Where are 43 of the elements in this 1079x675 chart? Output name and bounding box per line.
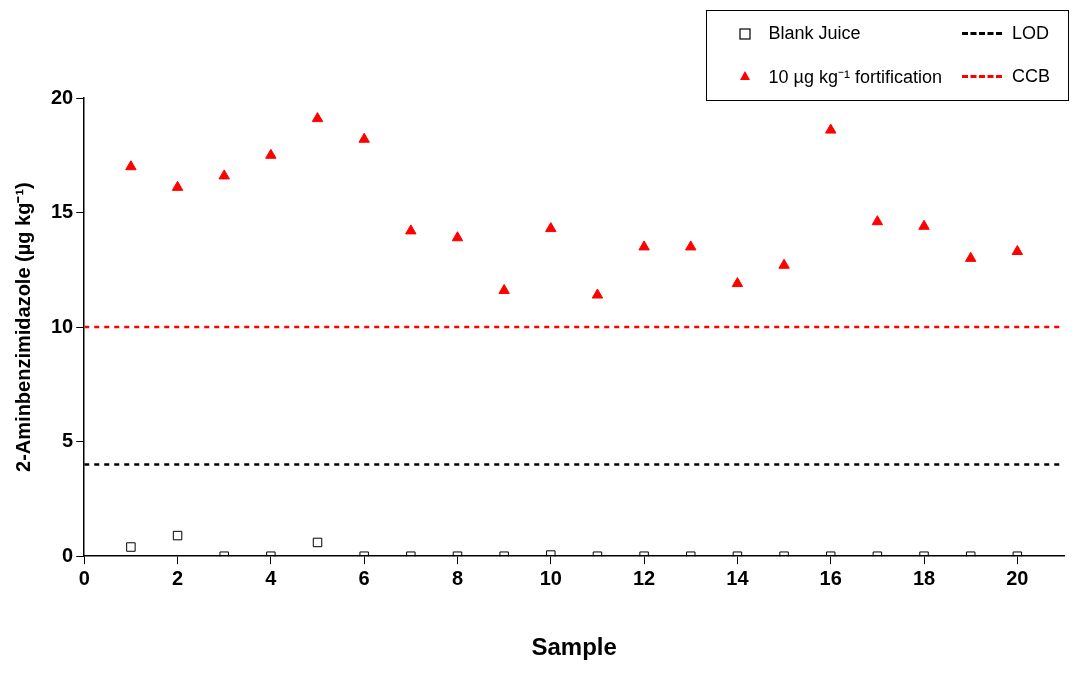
x-tick-label: 8 [451, 566, 464, 589]
point [546, 550, 556, 557]
point [451, 231, 464, 242]
point [498, 283, 510, 294]
point [545, 222, 557, 233]
point [871, 215, 884, 226]
x-tick-label: 12 [632, 566, 656, 589]
legend-label: LOD [1011, 23, 1049, 44]
point [918, 219, 930, 230]
point [125, 160, 137, 171]
legend-label: 10 µg kg⁻¹ fortification [768, 66, 942, 88]
x-tick-label: 14 [726, 566, 750, 589]
point [591, 288, 604, 299]
legend-label: CCB [1011, 65, 1050, 87]
point [358, 132, 370, 143]
legend-label: Blank Juice [768, 23, 861, 44]
x-tick-label: 18 [912, 566, 936, 589]
y-tick-label: 20 [51, 85, 74, 108]
point [265, 148, 277, 159]
x-tick-label: 16 [819, 566, 842, 589]
point [638, 240, 650, 251]
point [311, 112, 324, 123]
x-tick-label: 20 [1006, 566, 1029, 589]
y-tick-label: 15 [51, 200, 74, 223]
point [685, 240, 697, 251]
y-tick-label: 10 [51, 314, 74, 337]
y-tick-label: 5 [62, 429, 74, 452]
y-axis-title: 2-Aminbenzimidazole (µg kg⁻¹) [11, 182, 34, 472]
y-tick-label: 0 [62, 543, 74, 566]
x-tick-label: 10 [539, 566, 562, 589]
point [218, 169, 230, 180]
point [964, 251, 977, 262]
point [731, 277, 744, 288]
point [1011, 245, 1024, 255]
point [778, 258, 790, 269]
point [171, 180, 184, 191]
x-axis-title: Sample [531, 633, 617, 661]
point [405, 224, 417, 235]
x-tick-label: 2 [171, 566, 184, 589]
x-tick-label: 4 [265, 566, 278, 589]
x-tick-label: 6 [358, 566, 370, 589]
point [825, 123, 837, 134]
x-tick-label: 0 [78, 566, 90, 589]
